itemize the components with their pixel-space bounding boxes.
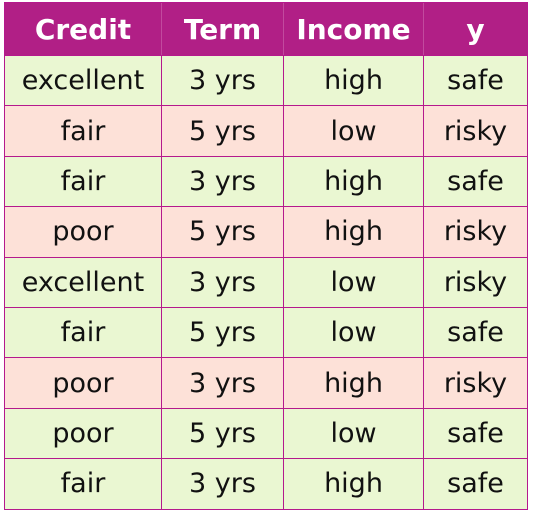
- cell-y: safe: [423, 156, 527, 207]
- cell-income: high: [283, 56, 423, 106]
- header-y: y: [423, 3, 527, 55]
- cell-term: 3 yrs: [161, 358, 283, 408]
- table-row: fair 5 yrs low safe: [5, 306, 527, 358]
- cell-credit: fair: [60, 165, 106, 197]
- table-row: poor 5 yrs high risky: [5, 206, 527, 257]
- cell-y: safe: [423, 408, 527, 459]
- cell-term: 5 yrs: [161, 207, 283, 257]
- cell-y: risky: [423, 207, 527, 257]
- table-row: excellent 3 yrs high safe: [5, 55, 527, 106]
- cell-credit: fair: [60, 317, 106, 349]
- cell-y: risky: [423, 106, 527, 156]
- table-row: excellent 3 yrs low risky: [5, 256, 527, 307]
- cell-term: 3 yrs: [161, 459, 283, 509]
- table-header-row: Credit Term Income y: [5, 3, 527, 55]
- header-income: Income: [283, 3, 423, 55]
- cell-income: high: [283, 207, 423, 257]
- cell-income: low: [283, 106, 423, 156]
- cell-credit: fair: [60, 115, 106, 147]
- cell-credit: excellent: [21, 266, 145, 298]
- table-row: fair 5 yrs low risky: [5, 105, 527, 156]
- cell-income: high: [283, 459, 423, 509]
- cell-y: safe: [423, 459, 527, 509]
- table-row: poor 3 yrs high risky: [5, 357, 527, 408]
- cell-credit: poor: [52, 367, 114, 399]
- cell-y: safe: [423, 56, 527, 106]
- cell-income: low: [283, 257, 423, 307]
- loan-data-table: Credit Term Income y excellent 3 yrs hig…: [4, 2, 528, 510]
- cell-y: safe: [423, 307, 527, 358]
- cell-income: high: [283, 156, 423, 207]
- cell-term: 5 yrs: [161, 106, 283, 156]
- cell-term: 5 yrs: [161, 408, 283, 459]
- cell-y: risky: [423, 358, 527, 408]
- cell-term: 3 yrs: [161, 56, 283, 106]
- header-term: Term: [161, 3, 283, 55]
- cell-credit: poor: [52, 216, 114, 248]
- cell-term: 3 yrs: [161, 257, 283, 307]
- cell-term: 3 yrs: [161, 156, 283, 207]
- table-row: poor 5 yrs low safe: [5, 407, 527, 459]
- cell-income: low: [283, 408, 423, 459]
- cell-credit: poor: [52, 417, 114, 449]
- cell-term: 5 yrs: [161, 307, 283, 358]
- cell-y: risky: [423, 257, 527, 307]
- cell-credit: excellent: [21, 65, 145, 97]
- table-row: fair 3 yrs high safe: [5, 155, 527, 207]
- cell-income: high: [283, 358, 423, 408]
- cell-credit: fair: [60, 468, 106, 500]
- cell-income: low: [283, 307, 423, 358]
- header-credit: Credit: [34, 12, 132, 46]
- table-row: fair 3 yrs high safe: [5, 458, 527, 509]
